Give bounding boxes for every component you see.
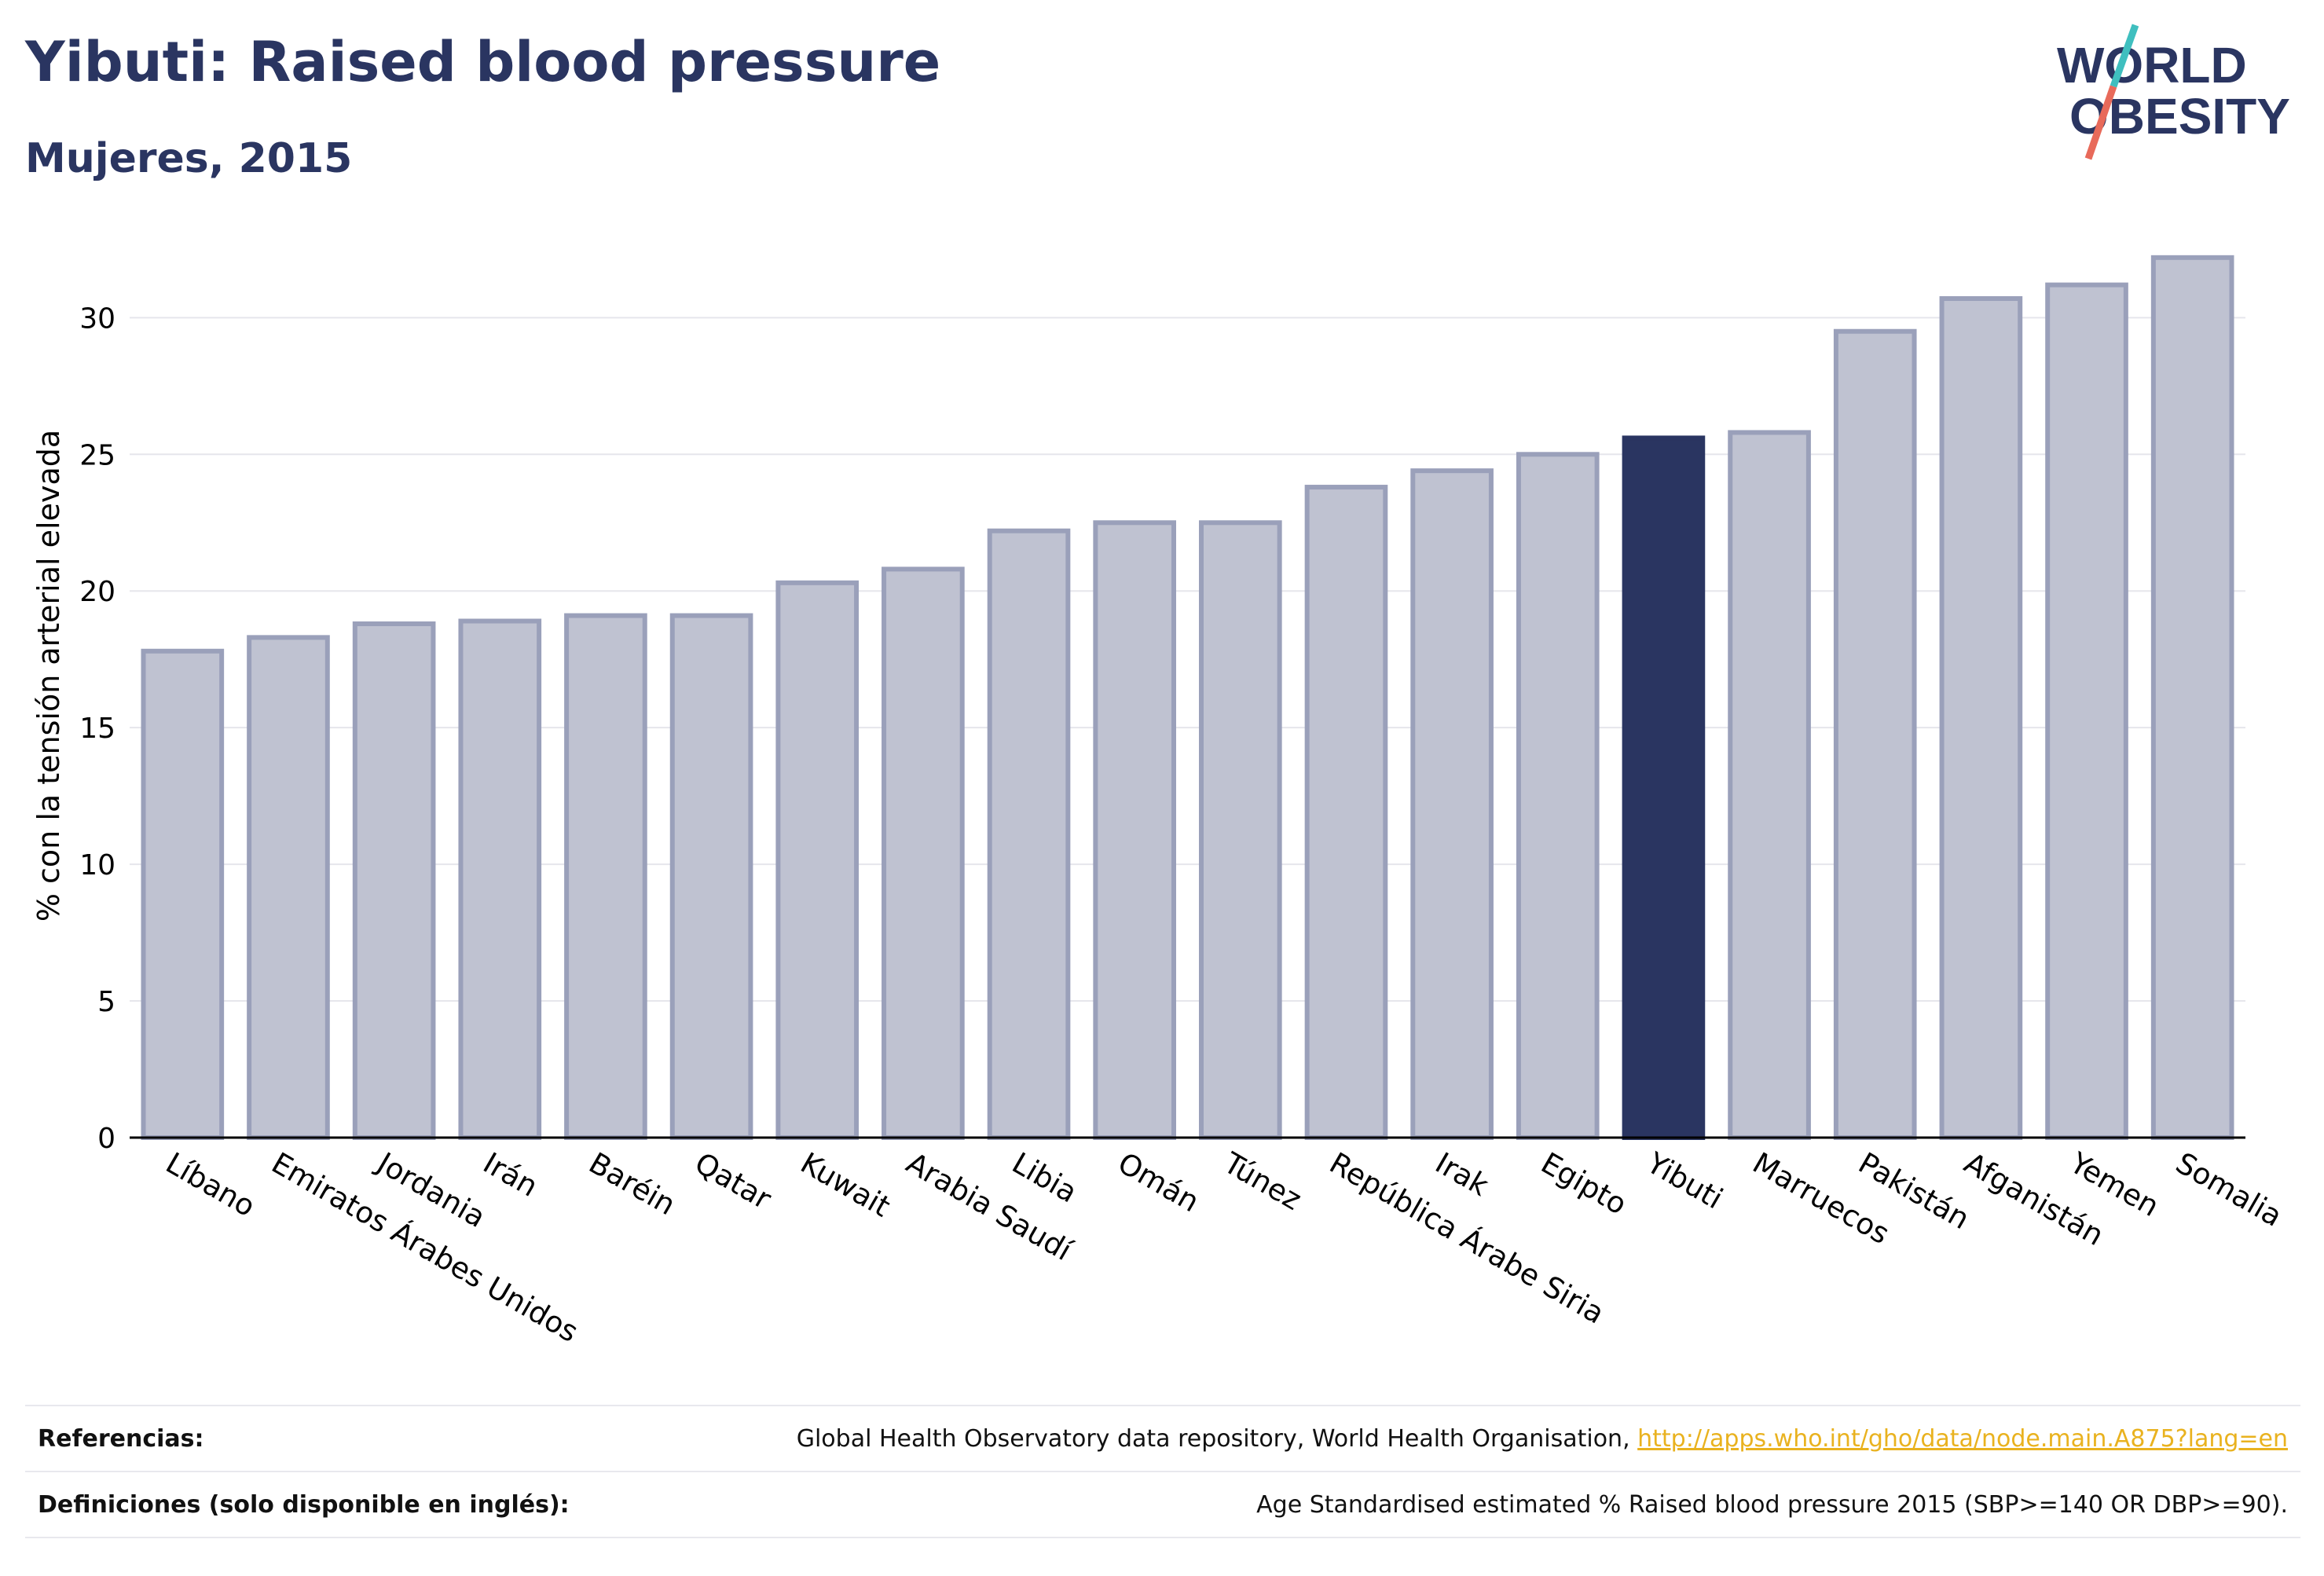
x-tick-label: Qatar — [689, 1146, 777, 1217]
references-text: Global Health Observatory data repositor… — [796, 1424, 1638, 1453]
bar — [1304, 485, 1388, 1140]
bar — [564, 613, 647, 1140]
logo-line-1: WORLD — [2057, 37, 2247, 93]
references-row: Referencias: Global Health Observatory d… — [25, 1405, 2300, 1471]
grid-lines — [130, 317, 2245, 1002]
definitions-text: Age Standardised estimated % Raised bloo… — [1256, 1490, 2288, 1519]
bar — [987, 528, 1071, 1140]
y-tick-label: 10 — [79, 849, 115, 881]
page-title: Yibuti: Raised blood pressure — [25, 30, 941, 94]
bar — [1410, 468, 1494, 1140]
bar — [247, 635, 330, 1140]
references-value: Global Health Observatory data repositor… — [797, 1425, 2300, 1453]
bar — [141, 648, 225, 1140]
logo-slash-top — [2110, 24, 2139, 88]
world-obesity-logo: WORLD OBESITY — [2057, 24, 2290, 160]
y-tick-label: 15 — [79, 713, 115, 745]
page-subtitle: Mujeres, 2015 — [25, 135, 353, 182]
y-axis-label: % con la tensión arterial elevada — [31, 429, 66, 922]
bar — [669, 613, 753, 1140]
bar — [2045, 282, 2128, 1141]
x-tick-label: Libia — [1006, 1146, 1083, 1210]
y-tick-label: 20 — [79, 576, 115, 608]
bar — [1516, 452, 1600, 1140]
bar — [882, 566, 965, 1140]
y-tick-label: 0 — [97, 1123, 115, 1155]
x-tick-label: Líbano — [160, 1146, 261, 1224]
y-tick-label: 30 — [79, 302, 115, 335]
definitions-label: Definiciones (solo disponible en inglés)… — [38, 1490, 570, 1519]
x-tick-label: Yibuti — [1640, 1145, 1728, 1215]
x-tick-label: Kuwait — [795, 1146, 896, 1224]
bars — [141, 255, 2234, 1141]
logo-slash-bottom — [2084, 85, 2117, 160]
bar — [352, 621, 436, 1140]
bar — [775, 580, 860, 1140]
x-tick-label: Omán — [1113, 1146, 1205, 1219]
references-label: Referencias: — [38, 1424, 204, 1453]
bar — [1939, 296, 2023, 1141]
bar-highlight — [1622, 435, 1706, 1140]
references-link[interactable]: http://apps.who.int/gho/data/node.main.A… — [1637, 1424, 2288, 1453]
chart-footer: Referencias: Global Health Observatory d… — [25, 1405, 2300, 1538]
bar — [1093, 520, 1176, 1140]
y-tick-label: 25 — [79, 439, 115, 471]
bar — [1833, 328, 1917, 1140]
x-tick-label: Túnez — [1217, 1145, 1307, 1217]
x-tick-label: Egipto — [1535, 1146, 1633, 1222]
y-tick-label: 5 — [97, 986, 115, 1018]
x-tick-label: Baréin — [583, 1146, 681, 1222]
bar — [458, 618, 542, 1140]
bar — [1199, 520, 1282, 1140]
definitions-row: Definiciones (solo disponible en inglés)… — [25, 1471, 2300, 1538]
bar — [1728, 430, 1811, 1140]
x-tick-label: Irak — [1430, 1146, 1495, 1204]
x-tick-label: Somalia — [2170, 1146, 2288, 1233]
x-tick-label: Irán — [478, 1146, 544, 1204]
bar — [2150, 255, 2234, 1140]
